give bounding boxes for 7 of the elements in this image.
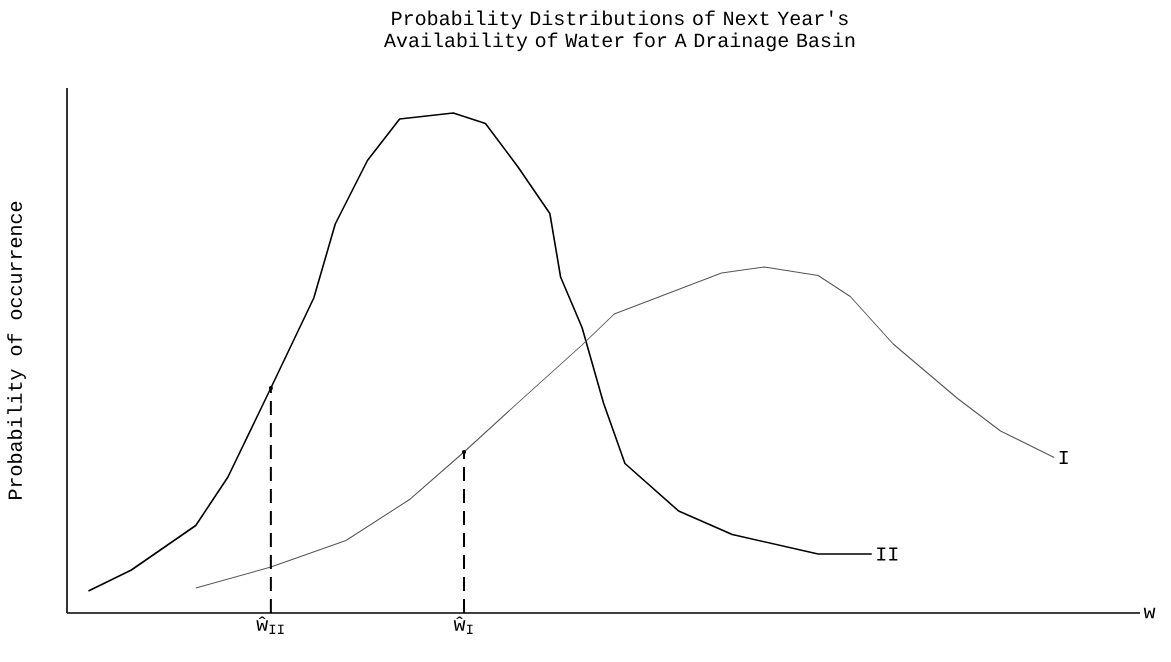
x-tick-label: ŵ$_{I}$	[453, 616, 473, 634]
series-label: I	[1059, 450, 1068, 465]
x-axis-title: w	[1143, 607, 1156, 619]
y-axis-title: Probability of occurrence	[7, 201, 26, 499]
chart-title: Probability Distributions of Next Year's Availability of Water for A Drainage Basin	[383, 10, 855, 52]
series-label: II	[877, 547, 898, 561]
x-tick-label: ŵ$_{II}$	[256, 616, 284, 634]
